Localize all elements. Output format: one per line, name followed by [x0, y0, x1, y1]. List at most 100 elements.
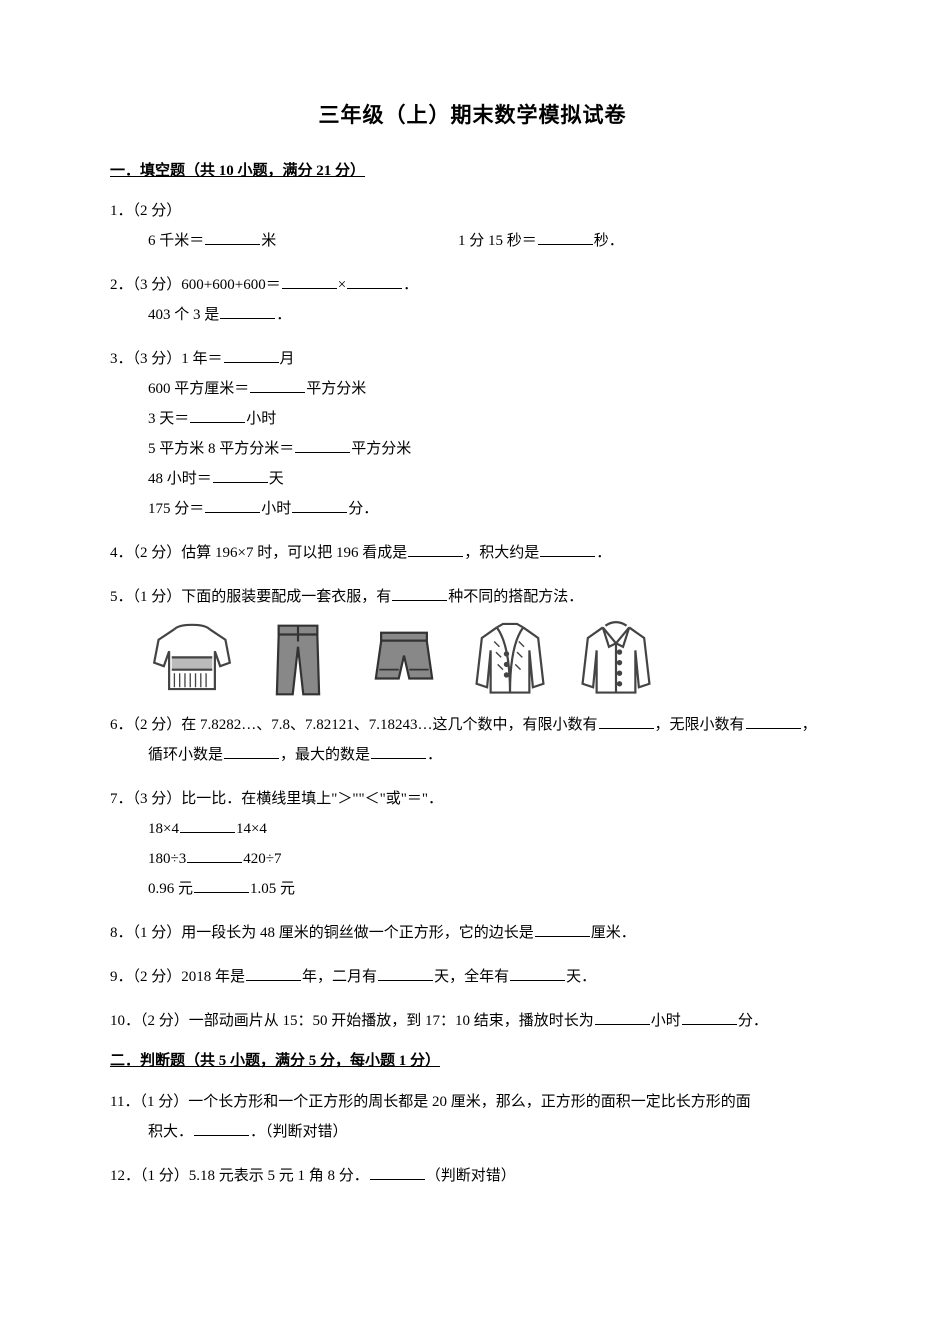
- blank: [190, 408, 245, 423]
- section-1-header: 一．填空题（共 10 小题，满分 21 分）: [110, 160, 835, 183]
- q6-text: 在 7.8282…、7.8、7.82121、7.18243…这几个数中，有限小数…: [181, 717, 597, 733]
- question-12: 12．（1 分）5.18 元表示 5 元 1 角 8 分．（判断对错）: [110, 1161, 835, 1191]
- blank: [392, 586, 447, 601]
- q4-text: 估算 196×7 时，可以把 196 看成是: [181, 545, 407, 561]
- blank: [408, 542, 463, 557]
- blank: [378, 966, 433, 981]
- question-8: 8．（1 分）用一段长为 48 厘米的铜丝做一个正方形，它的边长是 厘米．: [110, 918, 835, 948]
- question-10: 10．（2 分）一部动画片从 15：50 开始播放，到 17：10 结束，播放时…: [110, 1006, 835, 1036]
- q-number: 4．: [110, 545, 133, 561]
- q10-text: 小时: [651, 1013, 681, 1029]
- question-6: 6．（2 分）在 7.8282…、7.8、7.82121、7.18243…这几个…: [110, 710, 835, 770]
- question-11: 11．（1 分）一个长方形和一个正方形的周长都是 20 厘米，那么，正方形的面积…: [110, 1087, 835, 1147]
- blank: [292, 498, 347, 513]
- question-1: 1．（2 分） 6 千米＝米 1 分 15 秒＝秒．: [110, 196, 835, 256]
- q3-text: 月: [280, 351, 295, 367]
- q7-text: 420÷7: [243, 851, 281, 867]
- q2-text: 403 个 3 是: [148, 307, 219, 323]
- q-points: （3 分）: [133, 277, 182, 293]
- q11-text: 一个长方形和一个正方形的周长都是 20 厘米，那么，正方形的面积一定比长方形的面: [188, 1094, 751, 1110]
- q7-text: 18×4: [148, 821, 179, 837]
- sweater-icon: [148, 620, 236, 700]
- question-4: 4．（2 分）估算 196×7 时，可以把 196 看成是 ，积大约是 ．: [110, 538, 835, 568]
- pants-icon: [254, 620, 342, 700]
- blank: [224, 744, 279, 759]
- q-number: 6．: [110, 717, 133, 733]
- q-points: （2 分）: [133, 969, 182, 985]
- q3-text: 平方分米: [351, 441, 411, 457]
- q8-text: 厘米．: [591, 925, 636, 941]
- question-2: 2．（3 分）600+600+600＝×． 403 个 3 是．: [110, 270, 835, 330]
- blank: [371, 744, 426, 759]
- q2-text: ．: [276, 307, 291, 323]
- blank: [180, 818, 235, 833]
- q4-text: ．: [596, 545, 611, 561]
- q2-text: ×: [338, 277, 346, 293]
- q-number: 12．: [110, 1168, 140, 1184]
- blank: [599, 714, 654, 729]
- blank: [538, 230, 593, 245]
- q3-text: 48 小时＝: [148, 471, 212, 487]
- q2-text: ．: [403, 277, 418, 293]
- q1-text: 1 分 15 秒＝: [458, 233, 537, 249]
- q7-text: 14×4: [236, 821, 267, 837]
- blank: [510, 966, 565, 981]
- blank: [246, 966, 301, 981]
- q3-text: 天: [269, 471, 284, 487]
- q-number: 5．: [110, 589, 133, 605]
- blank: [282, 274, 337, 289]
- question-3: 3．（3 分）1 年＝月 600 平方厘米＝平方分米 3 天＝小时 5 平方米 …: [110, 344, 835, 524]
- clothes-illustration: [110, 620, 835, 700]
- q5-text: 种不同的搭配方法．: [448, 589, 583, 605]
- question-9: 9．（2 分）2018 年是年，二月有天，全年有天．: [110, 962, 835, 992]
- q6-text: ，最大的数是: [280, 747, 370, 763]
- q3-text: 175 分＝: [148, 501, 204, 517]
- page-title: 三年级（上）期末数学模拟试卷: [110, 100, 835, 132]
- shorts-icon: [360, 620, 448, 700]
- section-2-header: 二．判断题（共 5 小题，满分 5 分，每小题 1 分）: [110, 1050, 835, 1073]
- q10-text: 一部动画片从 15：50 开始播放，到 17：10 结束，播放时长为: [189, 1013, 594, 1029]
- q2-text: 600+600+600＝: [181, 277, 280, 293]
- jacket-icon: [572, 620, 660, 700]
- q7-text: 1.05 元: [250, 881, 295, 897]
- blank: [535, 922, 590, 937]
- q1-text: 6 千米＝: [148, 233, 204, 249]
- blank: [682, 1010, 737, 1025]
- q10-text: 分．: [738, 1013, 768, 1029]
- q-number: 8．: [110, 925, 133, 941]
- q-number: 9．: [110, 969, 133, 985]
- q11-text: 积大．: [148, 1124, 193, 1140]
- blank: [295, 438, 350, 453]
- q6-text: ，无限小数有: [655, 717, 745, 733]
- blank: [224, 348, 279, 363]
- q6-text: 循环小数是: [148, 747, 223, 763]
- q-points: （2 分）: [133, 545, 182, 561]
- q3-text: 小时: [246, 411, 276, 427]
- q-number: 10．: [110, 1013, 140, 1029]
- q3-text: 3 天＝: [148, 411, 189, 427]
- q3-text: 5 平方米 8 平方分米＝: [148, 441, 294, 457]
- q-points: （2 分）: [133, 203, 182, 219]
- question-7: 7．（3 分）比一比．在横线里填上"＞""＜"或"＝"． 18×414×4 18…: [110, 784, 835, 904]
- q12-text: （判断对错）: [426, 1168, 516, 1184]
- q-points: （1 分）: [133, 925, 182, 941]
- q1-text: 秒．: [594, 233, 624, 249]
- q-points: （1 分）: [139, 1094, 188, 1110]
- blank: [205, 498, 260, 513]
- blank: [347, 274, 402, 289]
- q-points: （3 分）: [133, 791, 182, 807]
- blank: [194, 1121, 249, 1136]
- q9-text: 2018 年是: [181, 969, 245, 985]
- blank: [187, 848, 242, 863]
- q-points: （3 分）: [133, 351, 182, 367]
- q1-text: 米: [261, 233, 276, 249]
- cardigan-icon: [466, 620, 554, 700]
- q12-text: 5.18 元表示 5 元 1 角 8 分．: [189, 1168, 369, 1184]
- blank: [213, 468, 268, 483]
- blank: [194, 878, 249, 893]
- q4-text: ，积大约是: [464, 545, 539, 561]
- q3-text: 分．: [348, 501, 378, 517]
- q7-text: 180÷3: [148, 851, 186, 867]
- blank: [205, 230, 260, 245]
- q8-text: 用一段长为 48 厘米的铜丝做一个正方形，它的边长是: [181, 925, 534, 941]
